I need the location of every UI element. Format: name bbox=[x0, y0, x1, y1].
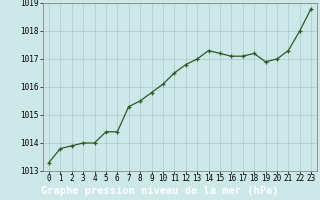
Text: Graphe pression niveau de la mer (hPa): Graphe pression niveau de la mer (hPa) bbox=[41, 185, 279, 196]
